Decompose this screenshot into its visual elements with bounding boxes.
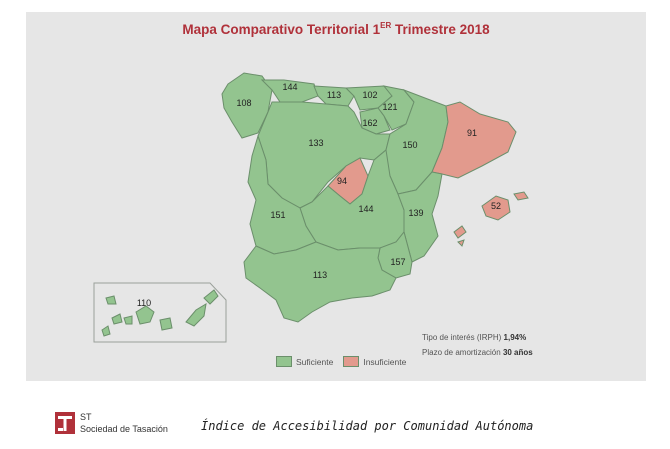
logo-st: ST [80,412,92,422]
legend: Suficiente Insuficiente [276,356,406,367]
map-title: Mapa Comparativo Territorial 1ER Trimest… [182,21,490,37]
region-andalucia[interactable] [243,241,397,323]
region-value-extremadura: 151 [270,210,285,220]
region-galicia[interactable] [221,72,273,139]
legend-swatch-suficiente [276,356,292,367]
region-value-andalucia: 113 [313,270,327,280]
spain-map: 108 144 113 102 121 162 133 150 91 94 144 151 139 52 1… [93,72,529,343]
term-note: Plazo de amortización 30 años [422,348,533,357]
legend-label-insuficiente: Insuficiente [363,356,407,367]
region-baleares-ibiza[interactable] [453,225,467,239]
region-baleares-menorca[interactable] [513,191,529,201]
region-value-cantabria: 113 [327,90,341,100]
region-value-canarias: 110 [137,298,151,308]
legend-swatch-insuficiente [343,356,360,367]
legend-item-suficiente: Suficiente [276,356,333,367]
region-value-cataluna: 91 [467,128,477,138]
region-cataluna[interactable] [431,101,517,179]
region-value-la-rioja: 162 [362,118,377,128]
region-asturias[interactable] [260,79,319,103]
notes: Tipo de interés (IRPH) 1,94% Plazo de am… [422,330,533,360]
region-value-galicia: 108 [236,98,251,108]
st-logo-icon [55,412,75,434]
region-baleares-formentera[interactable] [457,239,465,247]
map-panel: Mapa Comparativo Territorial 1ER Trimest… [26,12,646,381]
region-baleares-mallorca[interactable] [481,195,511,221]
region-value-comunidad-valenciana: 139 [408,208,423,218]
region-value-castilla-la-mancha: 144 [358,204,373,214]
interest-note: Tipo de interés (IRPH) 1,94% [422,333,527,342]
logo-name: Sociedad de Tasación [80,424,168,434]
region-value-murcia: 157 [390,257,405,267]
region-value-pais-vasco: 102 [362,90,377,100]
region-canarias[interactable] [101,289,219,337]
region-value-madrid: 94 [337,176,347,186]
region-value-castilla-leon: 133 [308,138,323,148]
region-value-asturias: 144 [282,82,297,92]
region-value-aragon: 150 [402,140,417,150]
region-value-baleares: 52 [491,201,501,211]
region-value-navarra: 121 [382,102,397,112]
canarias-inset-box [93,282,227,343]
region-comunidad-valenciana[interactable] [397,171,443,263]
caption: Índice de Accesibilidad por Comunidad Au… [201,419,534,433]
legend-label-suficiente: Suficiente [296,356,334,367]
legend-item-insuficiente: Insuficiente [343,356,406,367]
footer: ST Sociedad de Tasación Índice de Accesi… [0,400,670,449]
